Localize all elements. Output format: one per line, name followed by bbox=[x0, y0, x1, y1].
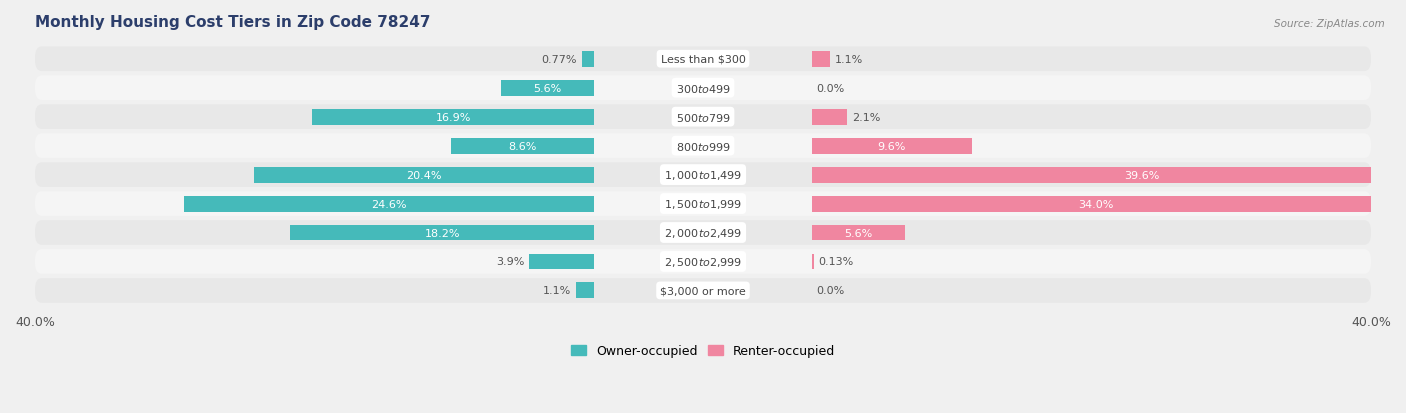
Text: $2,500 to $2,999: $2,500 to $2,999 bbox=[664, 255, 742, 268]
Legend: Owner-occupied, Renter-occupied: Owner-occupied, Renter-occupied bbox=[567, 339, 839, 363]
Text: 39.6%: 39.6% bbox=[1125, 170, 1160, 180]
Text: Monthly Housing Cost Tiers in Zip Code 78247: Monthly Housing Cost Tiers in Zip Code 7… bbox=[35, 15, 430, 30]
FancyBboxPatch shape bbox=[35, 76, 1371, 101]
Bar bbox=[184, 196, 595, 212]
Bar bbox=[312, 109, 595, 125]
Text: 20.4%: 20.4% bbox=[406, 170, 441, 180]
Text: $2,000 to $2,499: $2,000 to $2,499 bbox=[664, 226, 742, 240]
Text: 1.1%: 1.1% bbox=[543, 286, 571, 296]
Bar bbox=[451, 138, 595, 154]
Bar bbox=[811, 254, 814, 270]
Text: $800 to $999: $800 to $999 bbox=[675, 140, 731, 152]
Text: Less than $300: Less than $300 bbox=[661, 55, 745, 64]
Text: 8.6%: 8.6% bbox=[509, 141, 537, 151]
Text: 5.6%: 5.6% bbox=[533, 83, 562, 93]
Bar bbox=[811, 196, 1379, 212]
FancyBboxPatch shape bbox=[35, 134, 1371, 159]
Text: 0.13%: 0.13% bbox=[818, 257, 853, 267]
FancyBboxPatch shape bbox=[35, 47, 1371, 72]
Text: Source: ZipAtlas.com: Source: ZipAtlas.com bbox=[1274, 19, 1385, 28]
Text: 3.9%: 3.9% bbox=[496, 257, 524, 267]
FancyBboxPatch shape bbox=[35, 192, 1371, 216]
Bar bbox=[582, 52, 595, 67]
Text: 0.0%: 0.0% bbox=[817, 83, 845, 93]
Bar bbox=[253, 167, 595, 183]
Text: $1,500 to $1,999: $1,500 to $1,999 bbox=[664, 197, 742, 211]
Bar bbox=[811, 225, 905, 241]
Text: 2.1%: 2.1% bbox=[852, 112, 880, 122]
Bar bbox=[811, 167, 1406, 183]
Bar bbox=[291, 225, 595, 241]
Text: 34.0%: 34.0% bbox=[1078, 199, 1114, 209]
FancyBboxPatch shape bbox=[35, 221, 1371, 245]
FancyBboxPatch shape bbox=[35, 163, 1371, 188]
Text: $300 to $499: $300 to $499 bbox=[675, 83, 731, 95]
Bar bbox=[576, 283, 595, 299]
Text: 24.6%: 24.6% bbox=[371, 199, 406, 209]
Text: 0.0%: 0.0% bbox=[817, 286, 845, 296]
FancyBboxPatch shape bbox=[35, 249, 1371, 274]
Bar bbox=[501, 81, 595, 96]
Text: $500 to $799: $500 to $799 bbox=[675, 112, 731, 123]
Text: 5.6%: 5.6% bbox=[844, 228, 873, 238]
FancyBboxPatch shape bbox=[35, 278, 1371, 303]
Text: 0.77%: 0.77% bbox=[541, 55, 576, 64]
Bar bbox=[811, 138, 972, 154]
FancyBboxPatch shape bbox=[35, 105, 1371, 130]
Bar bbox=[529, 254, 595, 270]
Text: 18.2%: 18.2% bbox=[425, 228, 460, 238]
Text: $1,000 to $1,499: $1,000 to $1,499 bbox=[664, 169, 742, 182]
Text: 9.6%: 9.6% bbox=[877, 141, 905, 151]
Text: $3,000 or more: $3,000 or more bbox=[661, 286, 745, 296]
Text: 16.9%: 16.9% bbox=[436, 112, 471, 122]
Text: 1.1%: 1.1% bbox=[835, 55, 863, 64]
Bar bbox=[811, 109, 846, 125]
Bar bbox=[811, 52, 830, 67]
